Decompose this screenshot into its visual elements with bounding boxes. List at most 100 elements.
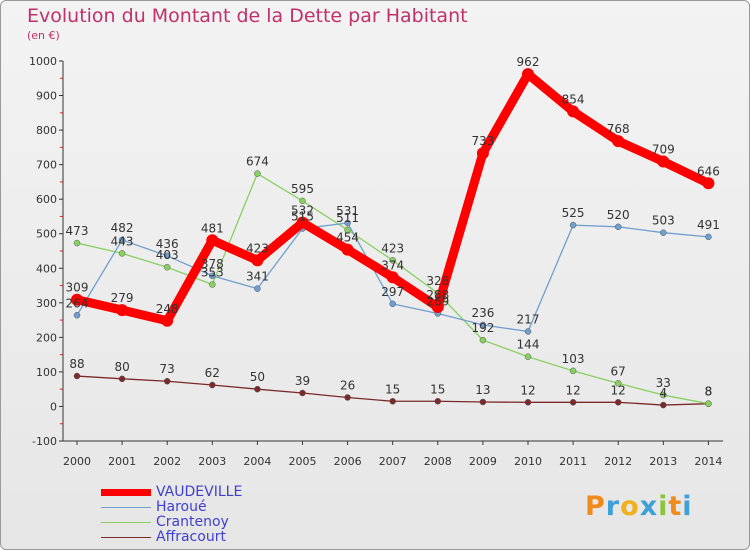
data-point <box>476 147 489 160</box>
data-label: 511 <box>336 211 359 225</box>
chart-title: Evolution du Montant de la Dette par Hab… <box>27 5 468 27</box>
data-label: 144 <box>517 338 540 352</box>
x-tick-label: 2003 <box>198 455 226 468</box>
data-label: 520 <box>607 208 630 222</box>
data-label: 378 <box>201 257 224 271</box>
data-point <box>657 155 670 168</box>
data-label: 454 <box>336 231 359 245</box>
logo-letter: P <box>585 491 606 522</box>
data-point <box>73 312 81 319</box>
logo-letter: i <box>658 491 669 522</box>
data-label: 423 <box>381 241 404 255</box>
data-point <box>524 399 532 406</box>
x-tick-label: 2013 <box>649 455 677 468</box>
data-label: 192 <box>471 321 494 335</box>
data-point <box>251 254 264 267</box>
data-label: 13 <box>475 383 490 397</box>
data-point <box>209 381 216 389</box>
data-label: 403 <box>156 248 179 262</box>
data-label: 962 <box>517 55 540 69</box>
data-point <box>614 380 622 387</box>
data-label: 264 <box>66 296 89 310</box>
data-point <box>254 285 261 292</box>
data-label: 33 <box>656 376 671 390</box>
series-line-vaudeville <box>72 69 713 326</box>
line-chart: -100 0 100 200 300 400 500 600 700 800 900 1000 2000… <box>29 55 723 468</box>
data-label: 12 <box>520 383 535 397</box>
data-point <box>209 281 216 288</box>
data-label: 515 <box>291 210 314 224</box>
data-label: 88 <box>69 357 84 371</box>
data-label: 279 <box>111 291 134 305</box>
logo-letter: x <box>639 491 659 522</box>
data-point <box>299 197 306 205</box>
data-point <box>479 336 487 344</box>
data-label: 269 <box>426 295 449 309</box>
legend: VAUDEVILLE Haroué Crantenoy Affracourt <box>101 485 361 545</box>
data-label: 353 <box>201 266 224 280</box>
data-point <box>344 394 351 401</box>
data-label: 768 <box>607 122 630 136</box>
x-tick-label: 2002 <box>153 455 181 468</box>
y-tick-label: 500 <box>36 228 57 241</box>
data-point <box>660 391 667 399</box>
x-tick-label: 2009 <box>469 455 497 468</box>
data-point <box>341 243 354 256</box>
chart-subtitle: (en €) <box>27 29 60 42</box>
data-point <box>116 304 129 317</box>
data-point <box>118 375 126 383</box>
data-point <box>389 398 396 405</box>
legend-label: Haroué <box>156 499 207 515</box>
x-tick-label: 2006 <box>334 455 362 468</box>
data-point <box>702 177 715 190</box>
data-label: 12 <box>565 383 580 397</box>
data-label: 217 <box>517 312 540 326</box>
data-label: 532 <box>291 204 314 218</box>
data-point <box>344 219 351 227</box>
data-point <box>209 272 216 280</box>
data-label: 248 <box>156 302 179 316</box>
data-label: 50 <box>250 370 265 384</box>
data-label: 73 <box>160 362 175 376</box>
y-tick-label: 800 <box>36 124 57 137</box>
data-label: 481 <box>201 221 224 235</box>
data-label: 309 <box>66 281 89 295</box>
data-point <box>71 293 83 306</box>
data-point <box>522 68 534 81</box>
data-label: 854 <box>562 92 585 106</box>
data-label: 443 <box>111 234 134 248</box>
x-tick-label: 2001 <box>108 455 136 468</box>
data-point <box>299 389 306 397</box>
y-tick-label: 200 <box>36 331 57 344</box>
y-tick-label: 1000 <box>29 55 57 68</box>
data-label: 8 <box>705 385 713 399</box>
data-label: 80 <box>114 360 129 374</box>
data-point <box>206 234 219 247</box>
data-point <box>296 216 309 229</box>
legend-swatch <box>101 507 151 508</box>
data-label: 473 <box>66 224 89 238</box>
data-point <box>567 105 580 118</box>
legend-label: VAUDEVILLE <box>156 484 243 500</box>
data-label: 525 <box>562 206 585 220</box>
data-label: 733 <box>471 134 494 148</box>
data-point <box>434 398 442 405</box>
logo-letter: t <box>668 491 683 522</box>
y-tick-label: -100 <box>32 435 57 448</box>
data-point <box>389 257 396 264</box>
data-point <box>118 250 126 257</box>
data-label: 39 <box>295 374 310 388</box>
logo-letter: i <box>682 491 693 522</box>
data-point <box>118 236 126 244</box>
legend-item-haroue: Haroué <box>101 500 361 515</box>
data-label: 67 <box>611 364 626 378</box>
y-tick-label: 100 <box>36 366 57 379</box>
data-label: 436 <box>156 237 179 251</box>
x-tick-label: 2011 <box>559 455 587 468</box>
data-point <box>73 372 81 380</box>
legend-swatch <box>101 537 151 538</box>
data-label: 288 <box>426 288 449 302</box>
data-label: 15 <box>385 382 400 396</box>
proxiti-logo: Proxiti <box>585 491 693 522</box>
legend-label: Affracourt <box>156 529 226 545</box>
